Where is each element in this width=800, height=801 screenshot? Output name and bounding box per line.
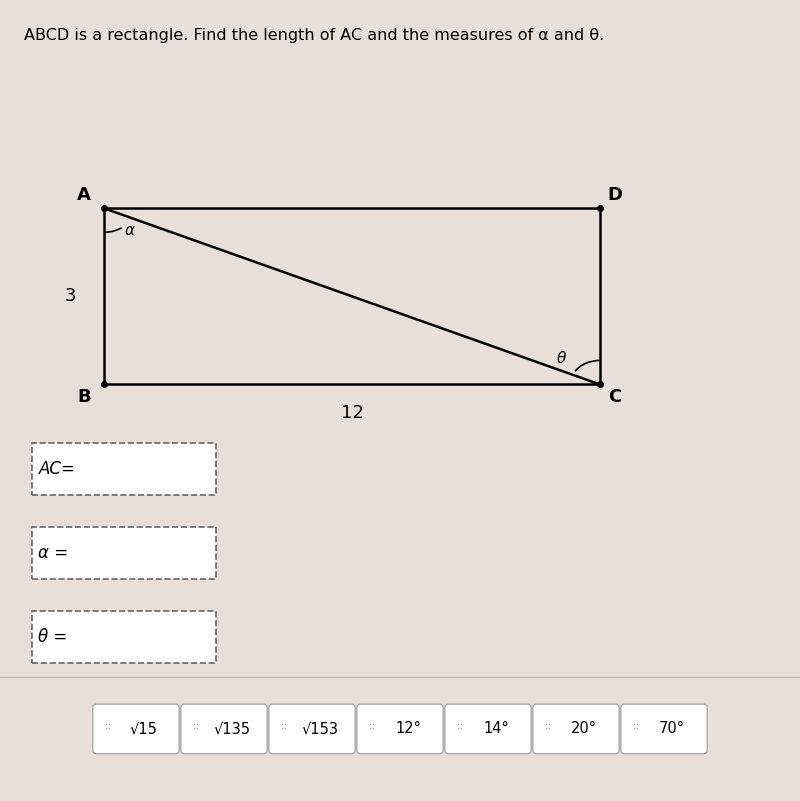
- Text: ::: ::: [192, 721, 200, 731]
- FancyBboxPatch shape: [533, 704, 619, 754]
- FancyBboxPatch shape: [269, 704, 355, 754]
- Text: ::: ::: [280, 721, 288, 731]
- FancyBboxPatch shape: [32, 611, 216, 663]
- Text: ::: ::: [368, 721, 376, 731]
- Text: θ: θ: [557, 352, 566, 366]
- Text: B: B: [77, 388, 91, 406]
- FancyBboxPatch shape: [93, 704, 179, 754]
- Text: θ =: θ =: [38, 628, 68, 646]
- Text: 20°: 20°: [571, 722, 597, 736]
- Text: ::: ::: [104, 721, 112, 731]
- Text: 70°: 70°: [659, 722, 685, 736]
- Text: D: D: [607, 187, 622, 204]
- FancyBboxPatch shape: [621, 704, 707, 754]
- Text: α: α: [125, 223, 134, 238]
- Text: ::: ::: [632, 721, 640, 731]
- Text: 12: 12: [341, 404, 363, 421]
- Text: A: A: [77, 187, 91, 204]
- Text: AC=: AC=: [38, 460, 75, 477]
- Text: √15: √15: [130, 722, 158, 736]
- Text: √153: √153: [302, 722, 338, 736]
- FancyBboxPatch shape: [32, 527, 216, 579]
- Text: ::: ::: [544, 721, 552, 731]
- FancyBboxPatch shape: [445, 704, 531, 754]
- Text: ::: ::: [456, 721, 464, 731]
- FancyBboxPatch shape: [357, 704, 443, 754]
- Text: √135: √135: [214, 722, 250, 736]
- Text: 3: 3: [65, 288, 76, 305]
- Text: ABCD is a rectangle. Find the length of AC and the measures of α and θ.: ABCD is a rectangle. Find the length of …: [24, 28, 604, 43]
- Text: 14°: 14°: [483, 722, 509, 736]
- Text: C: C: [608, 388, 621, 406]
- FancyBboxPatch shape: [181, 704, 267, 754]
- FancyBboxPatch shape: [32, 443, 216, 495]
- Text: α =: α =: [38, 544, 69, 562]
- Text: 12°: 12°: [395, 722, 421, 736]
